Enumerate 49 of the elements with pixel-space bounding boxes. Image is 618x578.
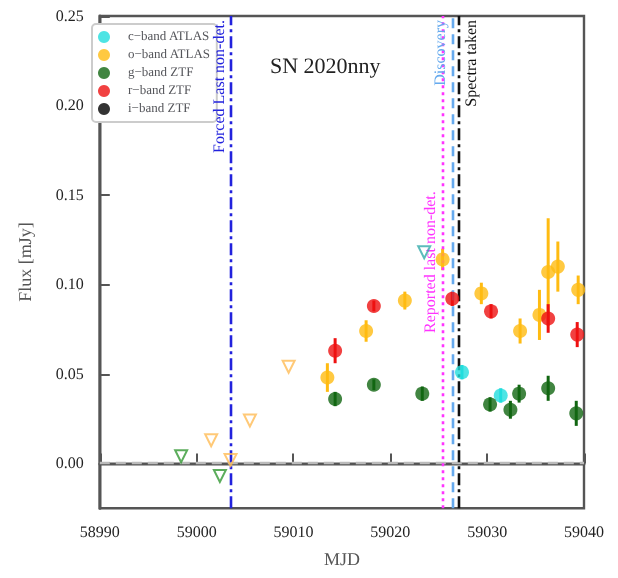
point (541, 381, 556, 396)
y-tick-label: 0.10 (55, 275, 84, 294)
point (359, 324, 374, 338)
x-tick-label: 59030 (467, 523, 508, 542)
point (174, 449, 189, 464)
y-tick-label: 0.15 (55, 185, 84, 204)
x-tick-label: 59020 (370, 523, 411, 542)
point (415, 386, 430, 401)
y-tick-label: 0.20 (55, 96, 84, 115)
x-tick-label: 59040 (564, 523, 604, 542)
point (366, 377, 381, 392)
point (204, 433, 219, 448)
point (484, 304, 499, 319)
point (474, 286, 489, 301)
ref-line-label: Spectra taken (462, 20, 481, 107)
point (328, 343, 343, 358)
point (455, 365, 469, 380)
ref-line-label: Reported last non-det. (420, 191, 439, 333)
y-tick-label: 0.00 (55, 454, 84, 473)
ref-line-label: Discovery (431, 20, 450, 86)
point (512, 386, 527, 401)
point (570, 327, 585, 342)
point (569, 406, 584, 421)
point (513, 324, 528, 338)
y-axis-title: Flux [mJy] (15, 222, 35, 302)
point (366, 298, 381, 313)
x-tick-label: 59000 (176, 523, 217, 542)
annotation: SN 2020nny (270, 55, 382, 79)
x-axis-title: MJD (323, 549, 361, 569)
y-tick-label: 0.05 (55, 364, 84, 383)
point (503, 402, 518, 417)
point (212, 468, 227, 483)
point (445, 291, 460, 306)
point (493, 388, 508, 403)
x-tick-label: 59010 (273, 523, 314, 542)
point (550, 259, 565, 274)
point (435, 252, 450, 267)
point (242, 413, 257, 428)
point (320, 370, 335, 385)
point (397, 293, 412, 308)
ref-line-label: Forced Last non-det. (209, 20, 228, 153)
y-tick-label: 0.25 (55, 7, 84, 25)
point (281, 359, 296, 374)
point (223, 452, 238, 467)
point (571, 282, 586, 297)
x-tick-label: 58990 (79, 523, 120, 542)
point (541, 311, 556, 326)
point (328, 392, 343, 407)
point (483, 397, 498, 412)
